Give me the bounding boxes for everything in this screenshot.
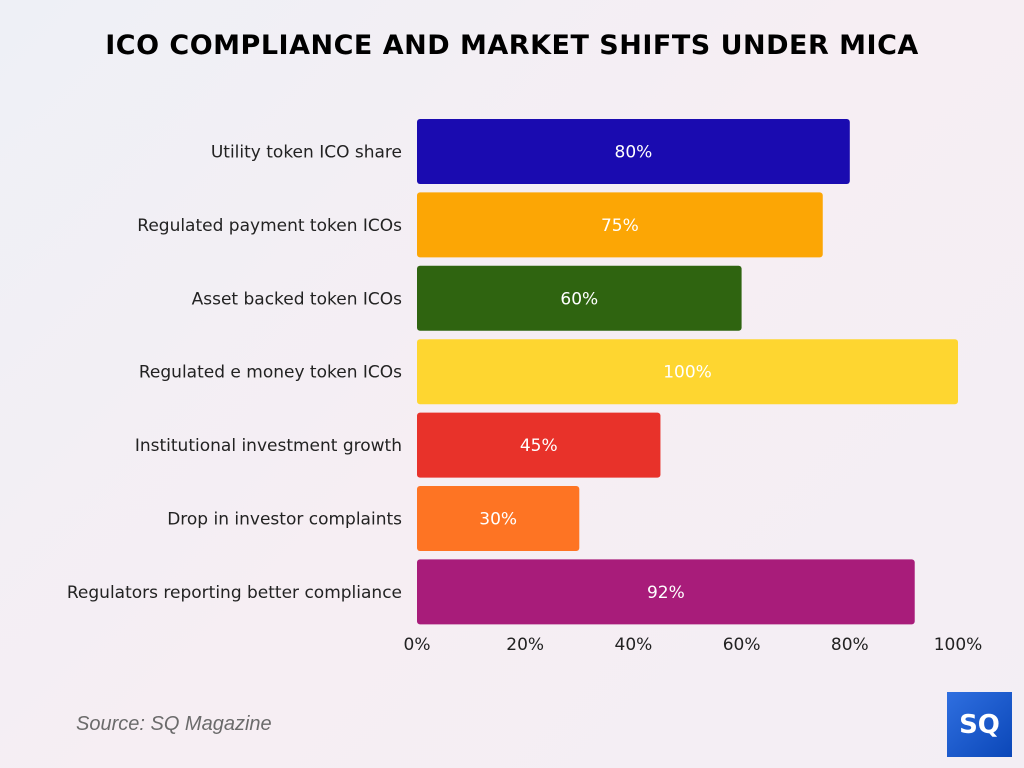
bar	[417, 559, 915, 625]
x-tick-label: 40%	[615, 635, 653, 655]
bar	[417, 265, 742, 331]
category-label: Drop in investor complaints	[167, 510, 402, 530]
x-tick-label: 0%	[404, 635, 431, 655]
data-label: 92%	[647, 583, 685, 603]
data-label: 75%	[601, 216, 639, 236]
bar	[417, 339, 958, 405]
x-tick-label: 100%	[934, 635, 983, 655]
logo-text: SQ	[959, 709, 1000, 740]
category-label: Regulated e money token ICOs	[139, 363, 402, 383]
category-label: Regulated payment token ICOs	[137, 216, 402, 236]
category-label: Utility token ICO share	[211, 143, 402, 163]
bar	[417, 486, 580, 551]
data-label: 30%	[479, 510, 517, 530]
category-label: Institutional investment growth	[135, 436, 402, 456]
data-label: 45%	[520, 436, 558, 456]
category-label: Asset backed token ICOs	[192, 289, 403, 309]
data-label: 80%	[615, 143, 653, 163]
data-label: 100%	[663, 363, 712, 383]
bar-chart: Utility token ICO share 80% Regulated paym…	[67, 119, 983, 655]
bar	[417, 119, 850, 184]
sq-logo: SQ	[947, 692, 1012, 757]
chart-title: ICO COMPLIANCE AND MARKET SHIFTS UNDER M…	[105, 30, 919, 61]
x-tick-label: 80%	[831, 635, 869, 655]
x-tick-label: 20%	[506, 635, 544, 655]
bar	[417, 412, 661, 478]
bar	[417, 192, 823, 258]
x-tick-label: 60%	[723, 635, 761, 655]
source-note: Source: SQ Magazine	[76, 713, 272, 735]
data-label: 60%	[560, 289, 598, 309]
category-label: Regulators reporting better compliance	[67, 583, 402, 603]
